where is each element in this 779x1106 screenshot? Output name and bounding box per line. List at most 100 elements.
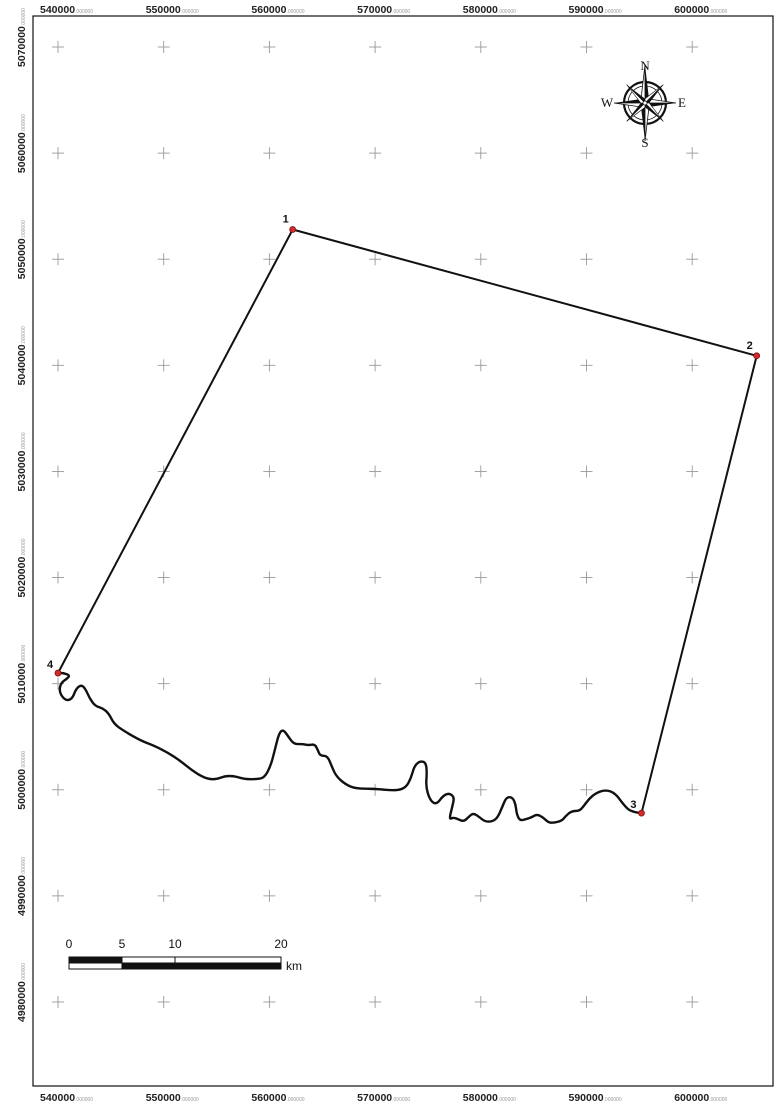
- grid-cross: [474, 41, 487, 53]
- grid-cross: [157, 677, 170, 690]
- y-tick-label: 5040000.000000: [16, 326, 28, 385]
- grid-cross: [52, 465, 64, 478]
- grid-cross: [474, 253, 487, 266]
- scale-bar-segment: [121, 956, 176, 964]
- grid-cross: [580, 253, 593, 266]
- north-label: N: [640, 58, 650, 73]
- tick-decimals: .000000: [286, 1097, 304, 1103]
- tick-value: 550000: [146, 4, 181, 16]
- x-tick-label-top: 580000.000000: [463, 4, 516, 16]
- tick-value: 5020000: [16, 557, 28, 598]
- grid-cross: [686, 889, 699, 902]
- grid-cross: [157, 889, 170, 902]
- x-tick-label-top: 550000.000000: [146, 4, 199, 16]
- grid-cross: [686, 677, 699, 690]
- y-tick-label: 4980000.000000: [16, 963, 28, 1022]
- grid-cross: [580, 889, 593, 902]
- y-tick-label: 5020000.000000: [16, 538, 28, 597]
- tick-value: 570000: [357, 1092, 392, 1104]
- tick-decimals: .000000: [21, 432, 27, 450]
- tick-value: 590000: [569, 1092, 604, 1104]
- vertex-points: 1 2 3 4: [47, 214, 761, 817]
- x-tick-label-bottom: 570000.000000: [357, 1092, 410, 1104]
- x-tick-label-top: 590000.000000: [569, 4, 622, 16]
- x-tick-label-bottom: 600000.000000: [674, 1092, 727, 1104]
- vertex-label: 3: [630, 799, 636, 811]
- x-tick-label-bottom: 560000.000000: [251, 1092, 304, 1104]
- tick-decimals: .000000: [181, 1097, 199, 1103]
- tick-value: 5000000: [16, 769, 28, 810]
- grid-cross: [157, 41, 170, 53]
- vertex-point: [54, 669, 62, 677]
- tick-value: 580000: [463, 1092, 498, 1104]
- tick-decimals: .000000: [21, 751, 27, 769]
- grid-cross: [263, 147, 276, 160]
- tick-decimals: .000000: [392, 9, 410, 15]
- x-tick-label-bottom: 590000.000000: [569, 1092, 622, 1104]
- scale-label-10: 10: [168, 937, 182, 951]
- grid-cross: [580, 359, 593, 372]
- scale-bar-segment: [122, 963, 175, 969]
- east-label: E: [678, 95, 686, 110]
- map-frame: [32, 15, 774, 1087]
- tick-decimals: .000000: [21, 857, 27, 875]
- tick-value: 540000: [40, 1092, 75, 1104]
- tick-value: 560000: [251, 1092, 286, 1104]
- tick-value: 570000: [357, 4, 392, 16]
- y-tick-label: 5010000.000000: [16, 644, 28, 703]
- tick-value: 5040000: [16, 344, 28, 385]
- grid-cross: [157, 571, 170, 584]
- grid-cross: [580, 41, 593, 53]
- grid-cross: [52, 253, 64, 266]
- scale-label-0: 0: [66, 937, 73, 951]
- tick-decimals: .000000: [21, 114, 27, 132]
- tick-decimals: .000000: [498, 9, 516, 15]
- scale-label-5: 5: [119, 937, 126, 951]
- grid-cross: [369, 571, 382, 584]
- tick-decimals: .000000: [21, 220, 27, 238]
- grid-cross: [580, 995, 593, 1008]
- tick-decimals: .000000: [392, 1097, 410, 1103]
- grid-cross: [263, 359, 276, 372]
- grid-cross: [369, 253, 382, 266]
- south-label: S: [641, 135, 648, 150]
- y-tick-label: 5000000.000000: [16, 751, 28, 810]
- grid-cross: [474, 359, 487, 372]
- tick-value: 5030000: [16, 450, 28, 491]
- y-tick-label: 5060000.000000: [16, 114, 28, 173]
- grid-cross: [52, 359, 64, 372]
- tick-decimals: .000000: [75, 1097, 93, 1103]
- grid-cross: [263, 41, 276, 53]
- river-boundary: [56, 671, 643, 824]
- grid-cross: [263, 889, 276, 902]
- tick-value: 600000: [674, 4, 709, 16]
- tick-decimals: .000000: [181, 9, 199, 15]
- grid-cross: [263, 465, 276, 478]
- tick-value: 590000: [569, 4, 604, 16]
- grid-cross: [52, 571, 64, 584]
- tick-decimals: .000000: [75, 9, 93, 15]
- scale-unit: km: [286, 959, 302, 973]
- grid-cross: [263, 783, 276, 796]
- grid-cross: [580, 465, 593, 478]
- vertex-point: [289, 226, 297, 233]
- grid-cross: [369, 147, 382, 160]
- y-tick-label: 4990000.000000: [16, 857, 28, 916]
- tick-decimals: .000000: [604, 1097, 622, 1103]
- tick-decimals: .000000: [21, 538, 27, 556]
- scale-bar-segment: [174, 956, 282, 964]
- tick-value: 600000: [674, 1092, 709, 1104]
- grid-cross: [263, 253, 276, 266]
- grid-cross: [580, 677, 593, 690]
- tick-decimals: .000000: [21, 8, 27, 26]
- tick-decimals: .000000: [21, 963, 27, 981]
- vertex-label: 2: [747, 340, 753, 352]
- grid-cross: [157, 783, 170, 796]
- y-tick-label: 5050000.000000: [16, 220, 28, 279]
- grid-cross: [263, 677, 276, 690]
- x-tick-label-top: 570000.000000: [357, 4, 410, 16]
- tick-value: 5050000: [16, 238, 28, 279]
- y-tick-label: 5030000.000000: [16, 432, 28, 491]
- grid-cross: [263, 995, 276, 1008]
- grid-cross: [157, 253, 170, 266]
